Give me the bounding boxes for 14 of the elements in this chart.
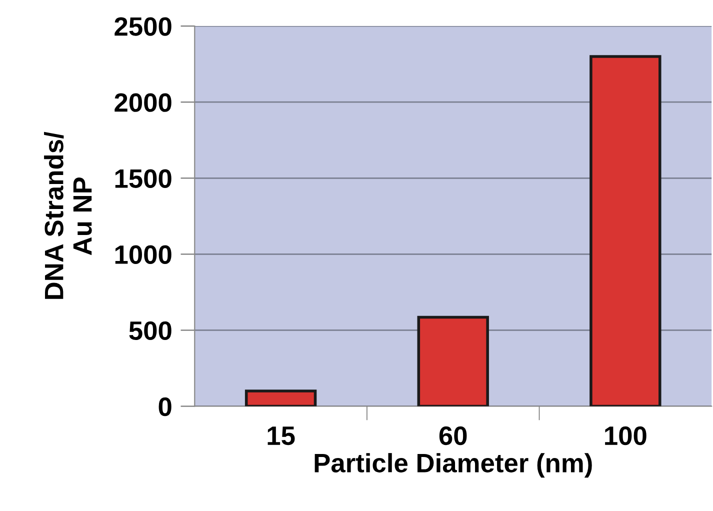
- y-tick-label: 1500: [115, 169, 172, 188]
- y-tick-label: 1000: [115, 245, 172, 264]
- y-tick-label: 500: [129, 321, 172, 340]
- y-tick-label: 0: [158, 397, 172, 416]
- y-tick-label: 2000: [114, 93, 172, 112]
- bar: [417, 316, 489, 406]
- bar: [590, 55, 662, 406]
- y-tick-label: 2500: [114, 17, 172, 36]
- x-tick-label: 60: [439, 426, 467, 446]
- bar: [244, 390, 317, 406]
- x-axis-title: Particle Diameter (nm): [314, 453, 592, 478]
- x-tick-label: 15: [268, 426, 295, 446]
- x-tick-label: 100: [605, 426, 646, 446]
- y-axis-title: DNA Strands/ Au NP: [44, 132, 92, 299]
